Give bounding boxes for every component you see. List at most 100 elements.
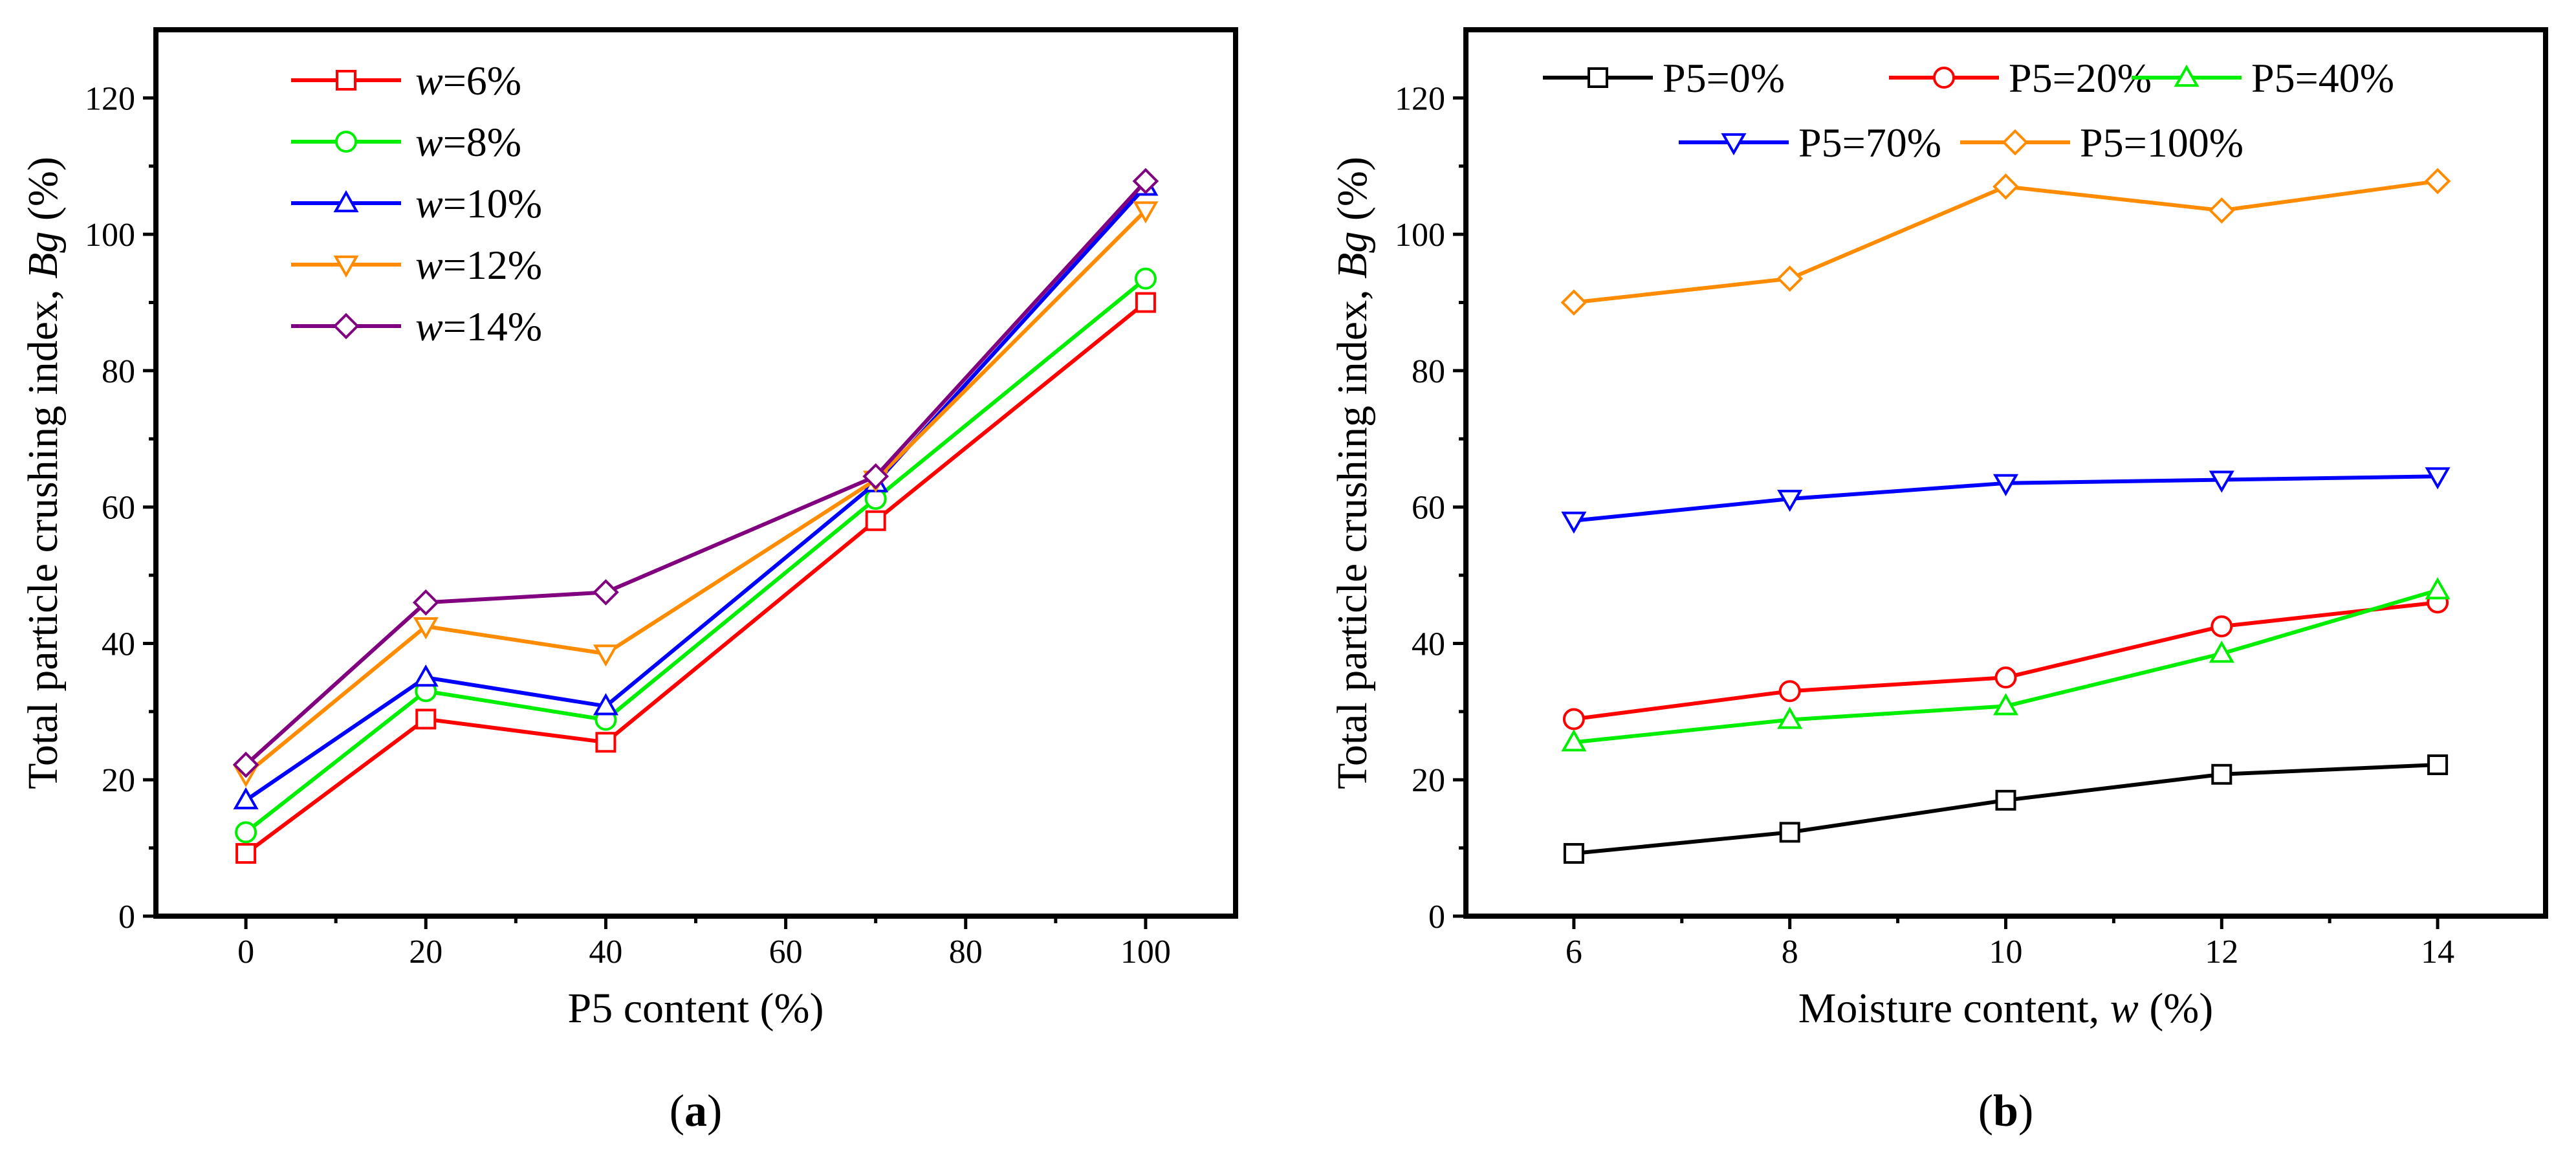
series-3 xyxy=(1561,467,2450,534)
data-point xyxy=(1779,822,1800,843)
series-3 xyxy=(233,201,1159,787)
data-point xyxy=(1560,289,1588,316)
data-point xyxy=(233,787,259,809)
legend-value: =10% xyxy=(443,181,542,226)
data-point xyxy=(235,843,257,864)
legend-item: w=6% xyxy=(291,58,521,104)
legend-item: P5=40% xyxy=(2132,55,2394,101)
legend-value: =12% xyxy=(443,242,542,288)
y-tick-label: 80 xyxy=(102,353,135,390)
data-point xyxy=(2209,470,2234,493)
y-axis-title-var: Bg xyxy=(19,232,67,279)
legend-marker xyxy=(1933,67,1955,89)
legend-value: =8% xyxy=(443,119,521,165)
legend-label: w=6% xyxy=(415,58,521,104)
x-axis-title: P5 content (%) xyxy=(568,985,824,1032)
data-point xyxy=(1561,729,1587,752)
legend-item: w=12% xyxy=(291,242,542,288)
data-point xyxy=(1992,474,2019,496)
data-point xyxy=(1563,843,1584,864)
legend-label: P5=70% xyxy=(1798,120,1941,166)
data-point xyxy=(595,732,617,753)
x-axis-title-unit: (%) xyxy=(2139,985,2213,1032)
y-tick-label: 20 xyxy=(102,762,135,799)
panel-label-open: ( xyxy=(1978,1086,1993,1136)
data-point xyxy=(2425,467,2450,490)
legend-var: w xyxy=(415,58,443,104)
legend-label: w=10% xyxy=(415,181,542,226)
x-tick-label: 60 xyxy=(769,934,803,970)
data-point xyxy=(412,589,439,616)
legend-value: =6% xyxy=(443,58,521,104)
legend-item: w=14% xyxy=(291,303,542,349)
x-tick-label: 10 xyxy=(1989,934,2023,970)
data-point xyxy=(1133,201,1159,224)
panel-label-close: ) xyxy=(707,1086,722,1136)
data-point xyxy=(1992,173,2019,200)
series-line xyxy=(245,185,1148,802)
legend-marker xyxy=(333,312,360,340)
data-point xyxy=(2427,754,2449,776)
y-axis-title-var: Bg xyxy=(1329,232,1376,279)
x-tick-label: 100 xyxy=(1120,934,1171,970)
series-1 xyxy=(1562,591,2449,730)
data-point xyxy=(593,693,618,716)
legend-item: w=8% xyxy=(291,119,521,165)
data-point xyxy=(235,821,257,844)
data-point xyxy=(1778,680,1801,703)
data-point xyxy=(1776,265,1804,292)
legend-label: P5=0% xyxy=(1663,55,1785,101)
x-axis-title-var: w xyxy=(2110,985,2139,1032)
data-point xyxy=(1777,489,1803,512)
legend-marker xyxy=(1721,133,1747,156)
data-point xyxy=(413,617,439,640)
plot-frame xyxy=(1463,27,2548,919)
x-axis-title: Moisture content, w (%) xyxy=(1798,985,2214,1032)
data-point xyxy=(413,664,439,687)
legend-marker xyxy=(335,131,357,153)
legend-var: w xyxy=(415,303,443,349)
data-point xyxy=(1994,666,2017,689)
panel-label-letter: a xyxy=(684,1086,707,1136)
series-line xyxy=(1573,588,2438,745)
legend-marker xyxy=(336,70,356,91)
data-point xyxy=(865,510,886,531)
series-0 xyxy=(1563,754,2449,864)
y-axis-title-unit: (%) xyxy=(19,157,67,231)
series-4 xyxy=(1560,168,2451,316)
y-tick-label: 60 xyxy=(102,490,135,527)
data-point xyxy=(593,644,618,667)
legend-marker xyxy=(2174,64,2199,87)
data-point xyxy=(2210,615,2233,638)
y-tick-label: 0 xyxy=(1428,899,1445,936)
data-point xyxy=(2211,763,2232,785)
panel-label: (a) xyxy=(670,1086,723,1136)
legend-label: w=12% xyxy=(415,242,542,288)
data-point xyxy=(2209,641,2234,663)
y-tick-label: 80 xyxy=(1412,353,1445,390)
legend-item: P5=100% xyxy=(1960,120,2243,166)
data-point xyxy=(2425,577,2450,600)
series-4 xyxy=(232,168,1159,778)
x-tick-label: 8 xyxy=(1782,934,1798,970)
legend-item: P5=0% xyxy=(1543,55,1785,101)
data-point xyxy=(1562,708,1585,730)
y-tick-label: 0 xyxy=(118,899,135,936)
y-tick-label: 40 xyxy=(102,626,135,663)
legend-label: w=8% xyxy=(415,119,521,165)
y-axis-title: Total particle crushing index, Bg (%) xyxy=(1329,157,1376,789)
x-tick-label: 12 xyxy=(2205,934,2238,970)
x-tick-label: 20 xyxy=(409,934,442,970)
data-point xyxy=(415,708,437,730)
series-line xyxy=(245,209,1148,776)
legend-label: P5=40% xyxy=(2251,55,2394,101)
legend-label: w=14% xyxy=(415,303,542,349)
x-tick-label: 0 xyxy=(237,934,254,970)
legend-label: P5=20% xyxy=(2009,55,2152,101)
data-point xyxy=(2424,168,2451,195)
y-tick-label: 120 xyxy=(85,80,135,117)
y-tick-label: 100 xyxy=(85,217,135,254)
x-tick-label: 14 xyxy=(2421,934,2454,970)
